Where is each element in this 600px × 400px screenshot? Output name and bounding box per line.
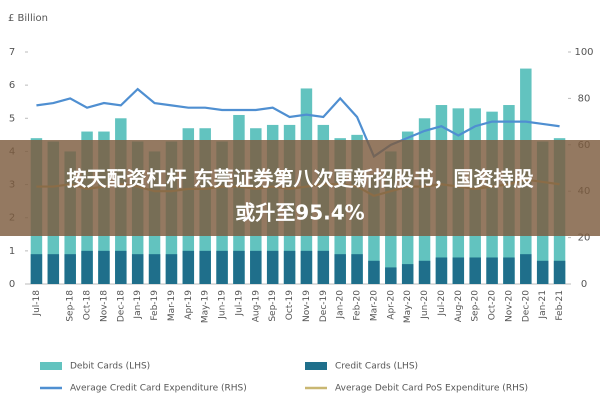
x-tick-label: Jun-19: [218, 290, 228, 320]
bar: [368, 260, 380, 284]
y-tick-label: 1: [9, 246, 15, 257]
legend-label: Credit Cards (LHS): [335, 362, 418, 372]
x-tick-label: Aug-20: [454, 290, 464, 323]
x-tick-label: Apr-19: [184, 290, 194, 320]
x-tick-label: Sep-19: [268, 290, 278, 322]
bar: [452, 257, 465, 284]
bar: [486, 257, 498, 284]
bar: [317, 250, 330, 284]
x-tick-label: May-19: [201, 290, 211, 323]
bar: [435, 257, 448, 284]
y2-tick-label: 0: [581, 279, 587, 290]
bar: [199, 250, 211, 284]
y-tick-label: 0: [9, 279, 15, 290]
bar: [115, 250, 127, 284]
y-tick-label: 7: [9, 47, 15, 58]
bar: [418, 260, 431, 284]
bar: [182, 250, 195, 284]
x-tick-label: Jul-18: [32, 290, 42, 317]
x-tick-label: Nov-18: [99, 290, 109, 322]
bar: [401, 264, 414, 284]
x-tick-label: Feb-19: [150, 290, 160, 321]
legend-label: Debit Cards (LHS): [70, 362, 150, 372]
x-tick-label: Feb-21: [555, 290, 565, 321]
bar: [469, 257, 481, 284]
bar: [536, 260, 549, 284]
line: [36, 87, 560, 159]
y-tick-label: 5: [9, 113, 15, 124]
x-tick-label: Oct-19: [285, 290, 295, 321]
bar: [520, 254, 532, 284]
bar: [503, 257, 515, 284]
legend-label: Average Debit Card PoS Expenditure (RHS): [335, 384, 528, 394]
x-tick-label: Mar-20: [369, 290, 379, 321]
bar: [266, 250, 279, 284]
bar: [131, 254, 144, 284]
x-tick-label: Sep-20: [471, 290, 481, 322]
y2-tick-label: 20: [578, 233, 591, 244]
bar: [148, 254, 161, 284]
bar: [233, 250, 245, 284]
x-tick-label: Jul-20: [437, 290, 447, 317]
legend-swatch: [40, 362, 62, 370]
x-tick-label: Apr-20: [386, 290, 396, 320]
x-tick-label: Oct-20: [488, 290, 498, 321]
banner-text: 按天配资杠杆 东莞证券第八次更新招股书，国资持股: [67, 167, 534, 191]
x-tick-label: Aug-19: [251, 290, 261, 323]
x-tick-label: Jun-20: [420, 290, 430, 320]
x-tick-label: Jul-19: [234, 290, 244, 317]
y-tick-label: 6: [9, 80, 15, 91]
bar: [300, 250, 313, 284]
x-tick-label: Feb-20: [353, 290, 363, 321]
bar: [165, 254, 178, 284]
bar: [47, 254, 60, 284]
bar: [81, 250, 93, 284]
bar: [351, 254, 363, 284]
x-tick-label: Nov-20: [504, 290, 514, 322]
legend-swatch: [305, 362, 327, 370]
x-tick-label: Dec-20: [521, 290, 531, 322]
bar: [64, 254, 76, 284]
bar: [98, 250, 110, 284]
legend-label: Average Credit Card Expenditure (RHS): [70, 384, 247, 394]
y-axis-label: £ Billion: [8, 13, 48, 24]
bar: [250, 250, 262, 284]
x-tick-label: Nov-19: [302, 290, 312, 322]
banner-text: 或升至95.4%: [235, 201, 364, 225]
x-tick-label: Sep-18: [66, 290, 76, 322]
bar: [385, 267, 397, 284]
x-tick-label: Mar-19: [167, 290, 177, 321]
x-tick-label: Oct-18: [83, 290, 93, 321]
y2-tick-label: 80: [578, 93, 591, 104]
bar: [30, 254, 43, 284]
x-tick-label: Jan-19: [133, 290, 143, 320]
x-tick-label: Jan-20: [336, 290, 346, 320]
bar: [553, 260, 566, 284]
x-tick-label: Dec-18: [116, 290, 126, 322]
bar: [334, 254, 346, 284]
banner-background: [0, 140, 600, 236]
x-tick-label: Jan-21: [538, 290, 548, 320]
bar: [216, 250, 228, 284]
y2-tick-label: 100: [574, 47, 593, 58]
x-tick-label: Dec-19: [319, 290, 329, 322]
x-tick-label: May-20: [403, 290, 413, 323]
bar: [283, 250, 296, 284]
